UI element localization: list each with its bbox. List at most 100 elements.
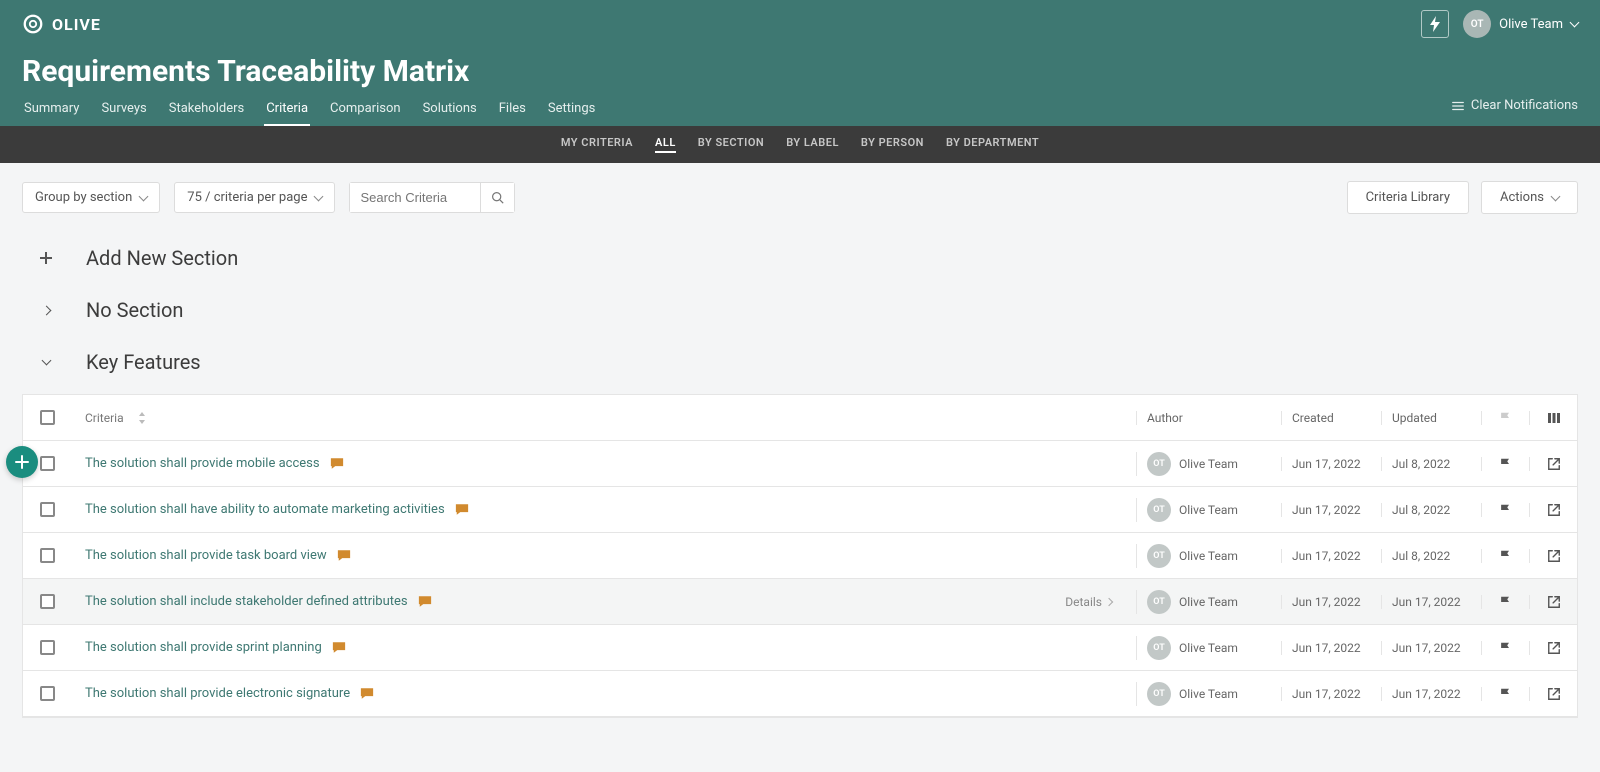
open-icon[interactable] [1547,503,1561,517]
criteria-title[interactable]: The solution shall provide electronic si… [85,686,350,701]
header-criteria[interactable]: Criteria [85,411,124,425]
comment-icon[interactable] [455,503,469,516]
criteria-title[interactable]: The solution shall include stakeholder d… [85,594,408,609]
created-date: Jun 17, 2022 [1281,457,1381,471]
updated-date: Jun 17, 2022 [1381,687,1481,701]
table-row[interactable]: The solution shall include stakeholder d… [23,579,1577,625]
user-menu[interactable]: OT Olive Team [1463,10,1578,38]
search-icon [491,191,504,204]
row-checkbox[interactable] [40,502,55,517]
chevron-down-icon [34,360,58,364]
table-row[interactable]: The solution shall provide task board vi… [23,533,1577,579]
search-button[interactable] [480,183,514,212]
table-header: Criteria Author Created Updated [23,395,1577,441]
actions-label: Actions [1500,190,1544,205]
comment-icon[interactable] [337,549,351,562]
author-avatar: OT [1147,682,1171,706]
per-page-label: 75 / criteria per page [187,190,307,205]
open-icon[interactable] [1547,457,1561,471]
plus-icon [15,455,29,469]
criteria-title[interactable]: The solution shall provide sprint planni… [85,640,322,655]
tab-settings[interactable]: Settings [546,91,597,126]
group-by-select[interactable]: Group by section [22,182,160,213]
comment-icon[interactable] [418,595,432,608]
flag-icon[interactable] [1499,641,1512,655]
comment-icon[interactable] [360,687,374,700]
section-no-section[interactable]: No Section [22,284,1578,336]
row-checkbox[interactable] [40,594,55,609]
created-date: Jun 17, 2022 [1281,503,1381,517]
tab-summary[interactable]: Summary [22,91,81,126]
criteria-title[interactable]: The solution shall provide mobile access [85,456,320,471]
author-avatar: OT [1147,590,1171,614]
open-icon[interactable] [1547,549,1561,563]
lightning-icon [1429,16,1441,32]
updated-date: Jun 17, 2022 [1381,595,1481,609]
row-checkbox[interactable] [40,686,55,701]
subtab-by-person[interactable]: BY PERSON [861,136,924,153]
details-link[interactable]: Details [1065,595,1122,609]
select-all-checkbox[interactable] [40,410,55,425]
section-key-features[interactable]: Key Features [22,336,1578,388]
lightning-button[interactable] [1421,10,1449,38]
author-name: Olive Team [1179,641,1238,655]
open-icon[interactable] [1547,641,1561,655]
author-avatar: OT [1147,544,1171,568]
tab-comparison[interactable]: Comparison [328,91,403,126]
plus-icon [34,251,58,265]
tab-files[interactable]: Files [497,91,528,126]
flag-icon[interactable] [1499,503,1512,517]
add-new-section[interactable]: Add New Section [22,232,1578,284]
row-checkbox[interactable] [40,456,55,471]
criteria-title[interactable]: The solution shall provide task board vi… [85,548,327,563]
add-new-section-label: Add New Section [86,246,238,270]
flag-icon[interactable] [1499,687,1512,701]
subtab-all[interactable]: ALL [655,136,676,153]
comment-icon[interactable] [332,641,346,654]
author-avatar: OT [1147,636,1171,660]
criteria-title[interactable]: The solution shall have ability to autom… [85,502,445,517]
flag-icon[interactable] [1499,595,1512,609]
add-fab[interactable] [6,446,38,478]
table-row[interactable]: The solution shall provide electronic si… [23,671,1577,717]
row-checkbox[interactable] [40,640,55,655]
table-row[interactable]: The solution shall provide mobile access… [23,441,1577,487]
updated-date: Jul 8, 2022 [1381,457,1481,471]
flag-icon[interactable] [1499,457,1512,471]
created-date: Jun 17, 2022 [1281,641,1381,655]
subtab-by-section[interactable]: BY SECTION [698,136,764,153]
author-avatar: OT [1147,498,1171,522]
subtab-by-department[interactable]: BY DEPARTMENT [946,136,1039,153]
olive-logo-icon [22,13,44,35]
created-date: Jun 17, 2022 [1281,687,1381,701]
clear-notifications[interactable]: Clear Notifications [1451,98,1578,119]
sort-icon[interactable] [138,412,146,424]
tab-solutions[interactable]: Solutions [421,91,479,126]
updated-date: Jul 8, 2022 [1381,549,1481,563]
brand-logo[interactable]: OLIVE [22,13,101,35]
author-name: Olive Team [1179,503,1238,517]
tab-criteria[interactable]: Criteria [264,91,310,126]
author-avatar: OT [1147,452,1171,476]
table-row[interactable]: The solution shall have ability to autom… [23,487,1577,533]
subtab-by-label[interactable]: BY LABEL [786,136,839,153]
columns-icon[interactable] [1547,411,1561,425]
open-icon[interactable] [1547,595,1561,609]
row-checkbox[interactable] [40,548,55,563]
header-created[interactable]: Created [1292,411,1334,425]
search-input[interactable] [350,183,480,212]
tab-surveys[interactable]: Surveys [99,91,148,126]
open-icon[interactable] [1547,687,1561,701]
comment-icon[interactable] [330,457,344,470]
table-row[interactable]: The solution shall provide sprint planni… [23,625,1577,671]
flag-icon[interactable] [1499,549,1512,563]
subtab-my-criteria[interactable]: MY CRITERIA [561,136,633,153]
flag-icon [1499,411,1512,425]
clear-notifications-label: Clear Notifications [1471,98,1578,113]
header-author[interactable]: Author [1147,411,1183,425]
per-page-select[interactable]: 75 / criteria per page [174,182,335,213]
header-updated[interactable]: Updated [1392,411,1437,425]
criteria-library-button[interactable]: Criteria Library [1347,181,1469,214]
actions-button[interactable]: Actions [1481,181,1578,214]
tab-stakeholders[interactable]: Stakeholders [167,91,246,126]
